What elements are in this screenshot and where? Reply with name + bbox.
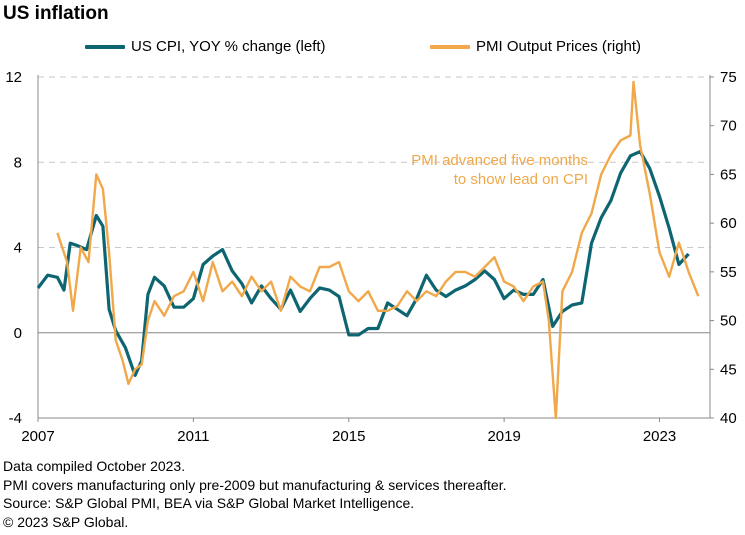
y-right-tick-label: 65 <box>720 166 737 183</box>
y-right-tick-label: 70 <box>720 118 737 135</box>
annotation-line-2: to show lead on CPI <box>454 171 588 188</box>
footer-notes: Data compiled October 2023. PMI covers m… <box>3 457 506 531</box>
y-right-tick-label: 75 <box>720 69 737 86</box>
legend-swatch-cpi <box>85 44 125 49</box>
y-left-tick-label: 0 <box>14 325 22 342</box>
series-lines <box>36 80 700 420</box>
y-right-tick-label: 60 <box>720 215 737 232</box>
x-tick-label: 2007 <box>21 428 54 445</box>
y-left-tick-label: 8 <box>14 154 22 171</box>
x-tick-label: 2019 <box>487 428 520 445</box>
footer-line-2: PMI covers manufacturing only pre-2009 b… <box>3 476 507 493</box>
y-right-tick-label: 40 <box>720 410 737 427</box>
y-right-tick-label: 55 <box>720 264 737 281</box>
legend-swatch-pmi <box>430 44 470 49</box>
legend: US CPI, YOY % change (left) PMI Output P… <box>0 38 745 60</box>
legend-item-cpi: US CPI, YOY % change (left) <box>85 38 326 55</box>
x-tick-label: 2023 <box>643 428 676 445</box>
y-right-tick-label: 45 <box>720 361 737 378</box>
footer-line-3: Source: S&P Global PMI, BEA via S&P Glob… <box>3 495 415 511</box>
x-tick-label: 2011 <box>177 428 209 445</box>
y-right-tick-label: 50 <box>720 313 737 330</box>
legend-label-pmi: PMI Output Prices (right) <box>476 38 642 55</box>
x-tick-label: 2015 <box>332 428 365 445</box>
gridlines <box>38 76 710 334</box>
legend-item-pmi: PMI Output Prices (right) <box>430 38 641 55</box>
y-left-tick-label: 4 <box>14 240 22 257</box>
series-line-pmi <box>56 80 700 420</box>
footer-line-1: Data compiled October 2023. <box>3 458 186 474</box>
y-left-tick-label: -4 <box>9 410 22 427</box>
chart-area: -4 0 4 8 12 40 45 50 55 60 65 70 75 2007 2011 2015 2019 2… <box>5 69 736 445</box>
footer-line-4: © 2023 S&P Global. <box>3 513 129 530</box>
axes <box>37 75 714 422</box>
chart-title: US inflation <box>3 3 109 24</box>
legend-label-cpi: US CPI, YOY % change (left) <box>131 38 326 55</box>
series-line-cpi <box>36 150 690 377</box>
annotation-line-1: PMI advanced five months <box>411 152 588 169</box>
y-left-tick-label: 12 <box>5 69 22 86</box>
tick-labels: -4 0 4 8 12 40 45 50 55 60 65 70 75 2007 2011 2015 2019 2… <box>5 69 736 445</box>
